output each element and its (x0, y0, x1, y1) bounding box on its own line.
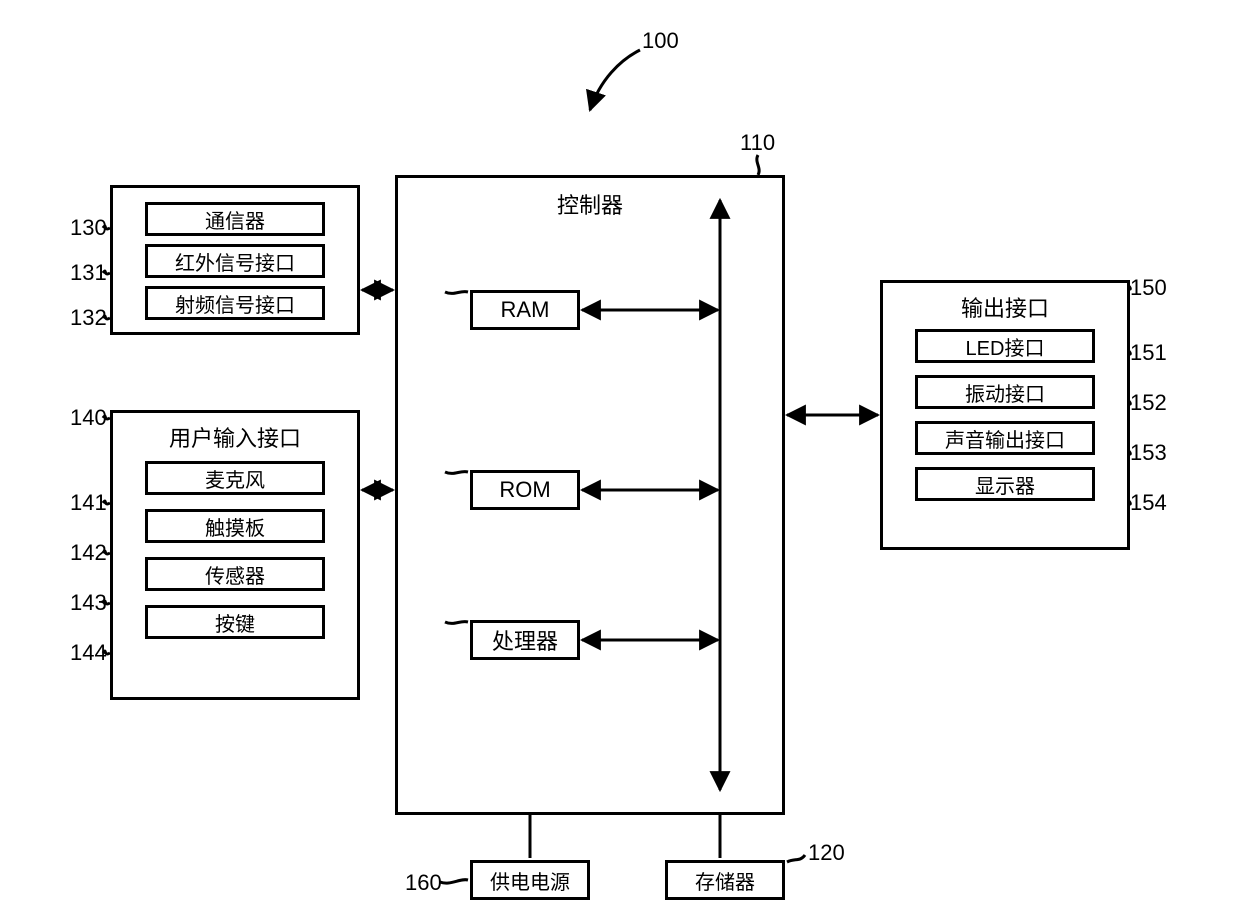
ref-154: 154 (1130, 490, 1167, 516)
ref-144: 144 (70, 640, 107, 666)
output-block-title: 输出接口 (883, 291, 1127, 323)
rf-interface-box: 射频信号接口 (145, 286, 325, 320)
cpu-box: 处理器 (470, 620, 580, 660)
power-box: 供电电源 (470, 860, 590, 900)
output-block: 输出接口 LED接口 振动接口 声音输出接口 显示器 (880, 280, 1130, 550)
communicator-box: 通信器 (145, 202, 325, 236)
touchpad-box: 触摸板 (145, 509, 325, 543)
led-interface-box: LED接口 (915, 329, 1095, 363)
ref-120: 120 (808, 840, 845, 866)
ref-100: 100 (642, 28, 679, 54)
ref-110: 110 (740, 130, 775, 156)
rom-box: ROM (470, 470, 580, 510)
input-block-title: 用户输入接口 (113, 421, 357, 453)
sound-output-box: 声音输出接口 (915, 421, 1095, 455)
sensor-box: 传感器 (145, 557, 325, 591)
ref-140: 140 (70, 405, 107, 431)
system-block-diagram: 100 110 111 112 113 120 130 131 132 140 … (0, 0, 1240, 924)
ref-150: 150 (1130, 275, 1167, 301)
comm-block: 通信器 红外信号接口 射频信号接口 (110, 185, 360, 335)
ref-142: 142 (70, 540, 107, 566)
vibrate-interface-box: 振动接口 (915, 375, 1095, 409)
ref-131: 131 (70, 260, 107, 286)
ref-160: 160 (405, 870, 442, 896)
ref-153: 153 (1130, 440, 1167, 466)
ref-151: 151 (1130, 340, 1167, 366)
ref-143: 143 (70, 590, 107, 616)
controller-block: 控制器 (395, 175, 785, 815)
controller-title: 控制器 (398, 188, 782, 220)
ir-interface-box: 红外信号接口 (145, 244, 325, 278)
ref-130: 130 (70, 215, 107, 241)
ram-box: RAM (470, 290, 580, 330)
ref-141: 141 (70, 490, 107, 516)
ref-132: 132 (70, 305, 107, 331)
storage-box: 存储器 (665, 860, 785, 900)
ref-152: 152 (1130, 390, 1167, 416)
display-box: 显示器 (915, 467, 1095, 501)
key-box: 按键 (145, 605, 325, 639)
microphone-box: 麦克风 (145, 461, 325, 495)
input-block: 用户输入接口 麦克风 触摸板 传感器 按键 (110, 410, 360, 700)
